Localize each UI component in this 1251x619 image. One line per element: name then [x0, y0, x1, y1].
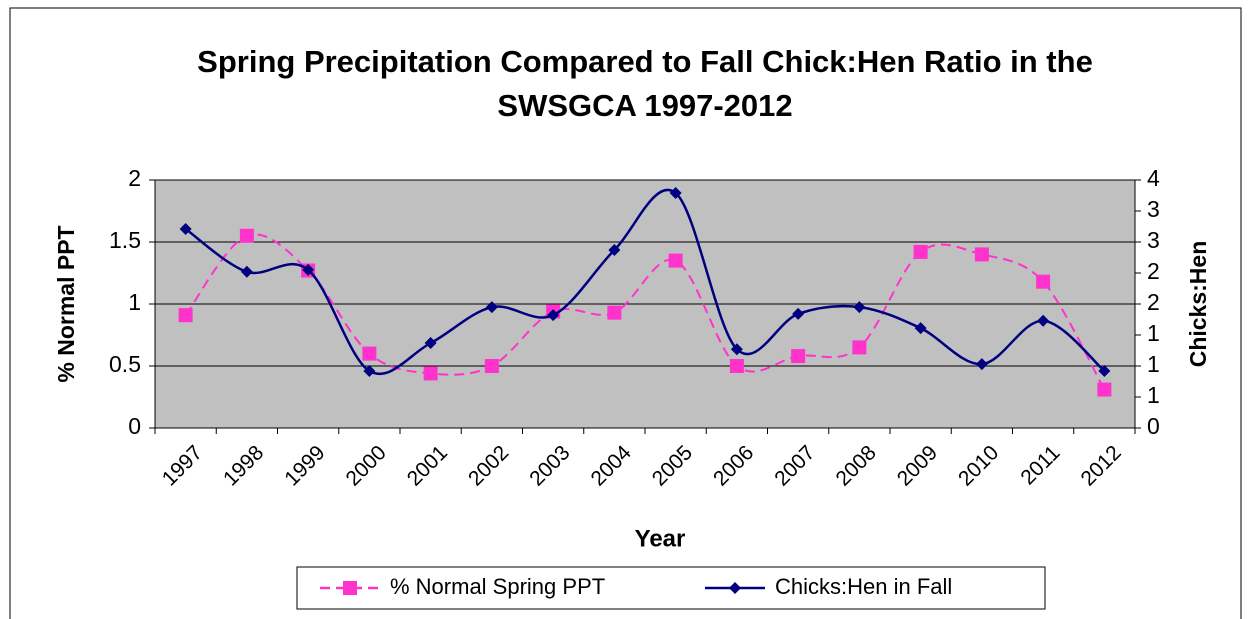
marker	[423, 366, 438, 381]
y-tick-label: 0	[128, 413, 141, 439]
legend-label: Chicks:Hen in Fall	[775, 574, 952, 599]
y2-tick-label: 3	[1147, 196, 1160, 222]
marker	[363, 364, 376, 377]
marker	[239, 228, 254, 243]
marker	[424, 337, 437, 350]
y-axis-label: % Normal PPT	[53, 225, 79, 382]
marker	[240, 265, 253, 278]
marker	[179, 222, 192, 235]
legend-marker	[729, 582, 741, 594]
y-tick-label: 2	[128, 165, 141, 191]
marker	[1098, 364, 1111, 377]
marker	[485, 301, 498, 314]
marker	[178, 308, 193, 323]
marker	[1036, 274, 1051, 289]
legend-box	[296, 566, 1046, 610]
marker	[362, 346, 377, 361]
marker	[913, 244, 928, 259]
chart-title: Spring Precipitation Compared to Fall Ch…	[197, 44, 1093, 123]
marker	[852, 340, 867, 355]
y2-axis-label: Chicks:Hen	[1185, 241, 1211, 368]
marker	[607, 305, 622, 320]
y2-tick-label: 3	[1147, 227, 1160, 253]
marker	[791, 349, 806, 364]
series-line	[184, 188, 1106, 376]
legend-label: % Normal Spring PPT	[390, 574, 605, 599]
marker	[729, 359, 744, 373]
y-tick-label: 1	[128, 289, 141, 315]
y-tick-label: 0.5	[109, 351, 141, 377]
marker	[914, 322, 927, 335]
marker	[547, 309, 560, 322]
marker	[608, 244, 621, 257]
y2-tick-label: 1	[1147, 320, 1160, 346]
y2-tick-label: 1	[1147, 351, 1160, 377]
marker	[853, 301, 866, 314]
y2-tick-label: 0	[1147, 413, 1160, 439]
marker	[975, 358, 988, 371]
y2-tick-label: 2	[1147, 258, 1160, 284]
marker	[974, 247, 989, 262]
marker	[1097, 382, 1112, 397]
x-axis-label: Year	[635, 525, 686, 552]
marker	[669, 187, 682, 200]
marker	[484, 359, 499, 373]
y2-tick-label: 4	[1147, 165, 1160, 191]
marker	[1037, 314, 1050, 327]
marker	[730, 343, 743, 356]
marker	[302, 263, 315, 276]
y-tick-label: 1.5	[109, 227, 141, 253]
y2-tick-label: 2	[1147, 289, 1160, 315]
marker	[792, 307, 805, 320]
legend-marker	[343, 581, 357, 595]
marker	[668, 253, 683, 268]
series-line	[184, 233, 1106, 391]
y2-tick-label: 1	[1147, 382, 1160, 408]
